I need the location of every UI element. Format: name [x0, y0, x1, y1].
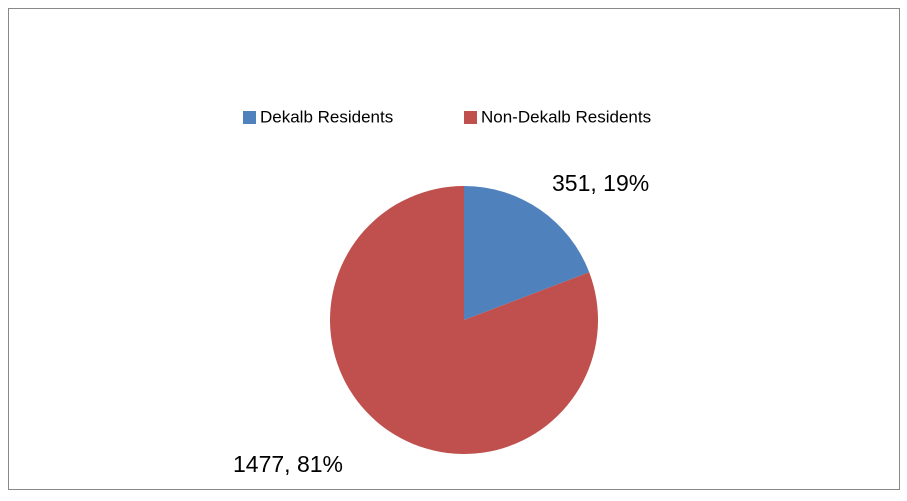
pie-slice: [464, 186, 590, 320]
data-label: 351, 19%: [552, 170, 649, 196]
legend-label: Non-Dekalb Residents: [481, 107, 651, 126]
pie-slice: [330, 186, 599, 454]
legend-swatch: [464, 111, 477, 124]
data-label: 1477, 81%: [233, 451, 343, 477]
legend-swatch: [243, 111, 256, 124]
legend-label: Dekalb Residents: [260, 107, 393, 126]
